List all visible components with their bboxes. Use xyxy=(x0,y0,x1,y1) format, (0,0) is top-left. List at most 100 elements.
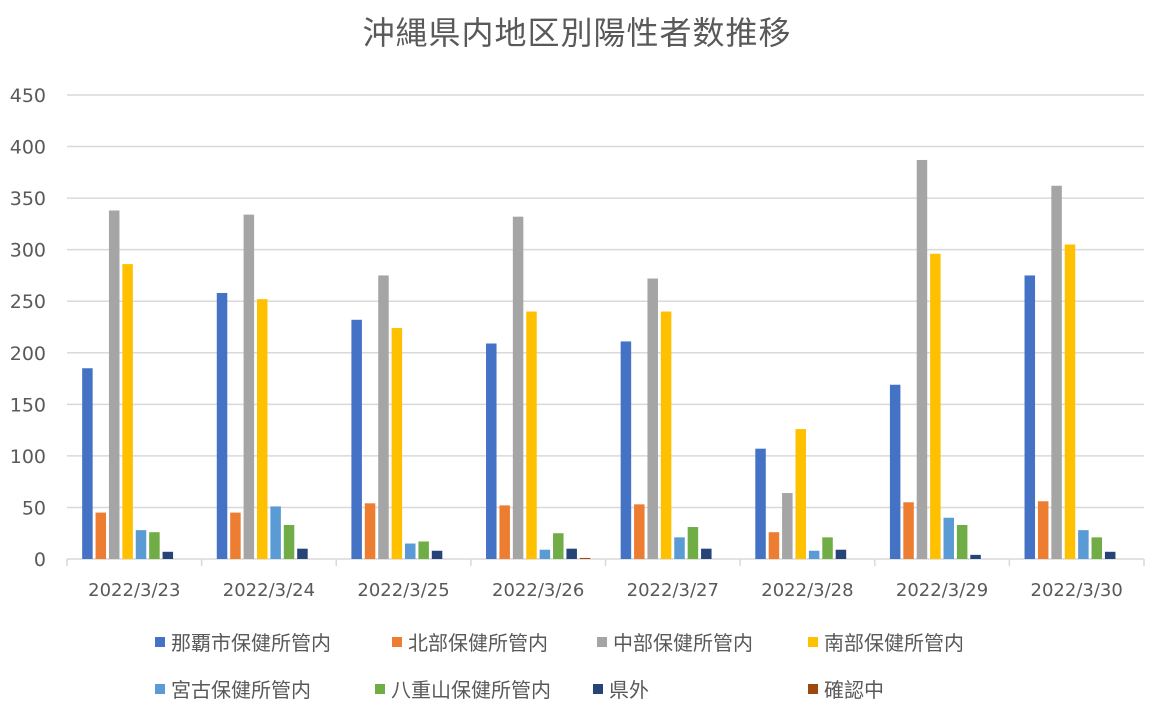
bar-6-2022/3/23 xyxy=(149,532,160,559)
legend-swatch xyxy=(593,683,603,694)
legend-label: 宮古保健所管内 xyxy=(171,678,311,702)
legend-label: 県外 xyxy=(609,678,649,702)
x-tick-label: 2022/3/29 xyxy=(896,580,988,601)
bar-1-2022/3/26 xyxy=(486,343,497,559)
legend-label: 確認中 xyxy=(824,678,884,702)
bar-6-2022/3/30 xyxy=(1091,537,1103,559)
legend-item: 八重山保健所管内 xyxy=(375,674,551,703)
y-tick-label: 300 xyxy=(10,240,46,262)
bar-6-2022/3/29 xyxy=(956,524,968,559)
bar-2-2022/3/25 xyxy=(364,503,376,559)
bar-5-2022/3/26 xyxy=(539,549,551,559)
x-tick-label: 2022/3/27 xyxy=(627,580,719,601)
y-tick-label: 150 xyxy=(10,394,46,416)
bar-5-2022/3/23 xyxy=(135,530,147,559)
x-tick-label: 2022/3/24 xyxy=(223,580,315,601)
legend-swatch xyxy=(597,636,607,647)
bar-7-2022/3/26 xyxy=(566,548,577,559)
bar-7-2022/3/29 xyxy=(970,554,981,559)
legend-item: 南部保健所管内 xyxy=(808,627,964,656)
legend-item: 県外 xyxy=(593,674,649,703)
legend-swatch xyxy=(375,683,385,694)
bar-2-2022/3/29 xyxy=(903,502,914,559)
legend-swatch xyxy=(392,636,402,647)
legend-swatch xyxy=(155,636,165,647)
legend-item: 那覇市保健所管内 xyxy=(155,627,331,656)
bar-7-2022/3/30 xyxy=(1104,551,1116,559)
x-tick-label: 2022/3/23 xyxy=(88,580,180,601)
bar-4-2022/3/24 xyxy=(256,299,268,559)
bar-4-2022/3/23 xyxy=(122,264,133,559)
y-tick-label: 350 xyxy=(10,188,46,210)
legend-swatch xyxy=(808,636,818,647)
bar-1-2022/3/23 xyxy=(82,368,93,559)
y-tick-label: 450 xyxy=(10,85,46,107)
bar-1-2022/3/25 xyxy=(351,319,362,559)
bar-3-2022/3/30 xyxy=(1051,185,1062,559)
legend-swatch xyxy=(155,683,165,694)
bar-3-2022/3/28 xyxy=(782,493,793,559)
bar-2-2022/3/30 xyxy=(1037,501,1049,559)
bar-6-2022/3/25 xyxy=(418,541,429,559)
y-tick-label: 200 xyxy=(10,343,46,365)
legend-item: 宮古保健所管内 xyxy=(155,674,311,703)
bar-4-2022/3/27 xyxy=(660,311,672,559)
bar-4-2022/3/25 xyxy=(391,328,403,559)
bar-6-2022/3/26 xyxy=(553,533,564,559)
legend-label: 南部保健所管内 xyxy=(824,631,964,655)
bar-4-2022/3/30 xyxy=(1064,244,1076,559)
bar-4-2022/3/26 xyxy=(526,311,537,559)
bar-2-2022/3/27 xyxy=(634,504,645,559)
legend-item: 中部保健所管内 xyxy=(597,627,753,656)
x-tick-label: 2022/3/26 xyxy=(492,580,584,601)
bar-3-2022/3/24 xyxy=(243,214,255,559)
bar-7-2022/3/23 xyxy=(162,551,174,559)
bar-5-2022/3/28 xyxy=(808,550,820,559)
bar-3-2022/3/26 xyxy=(512,216,524,559)
bar-2-2022/3/28 xyxy=(768,532,780,559)
legend-label: 北部保健所管内 xyxy=(408,631,548,655)
bar-5-2022/3/30 xyxy=(1078,530,1089,559)
y-tick-label: 400 xyxy=(10,137,46,159)
bar-7-2022/3/28 xyxy=(835,549,847,559)
bar-6-2022/3/27 xyxy=(687,527,699,559)
bar-5-2022/3/27 xyxy=(674,537,685,559)
bar-1-2022/3/28 xyxy=(755,448,766,559)
y-tick-label: 0 xyxy=(34,549,46,571)
x-tick-label: 2022/3/25 xyxy=(357,580,449,601)
bar-4-2022/3/28 xyxy=(795,429,806,559)
bar-3-2022/3/27 xyxy=(647,278,658,559)
bar-7-2022/3/25 xyxy=(431,550,443,559)
bar-4-2022/3/29 xyxy=(930,253,941,559)
bar-2-2022/3/26 xyxy=(499,505,510,559)
bar-1-2022/3/27 xyxy=(620,341,632,559)
bar-1-2022/3/24 xyxy=(216,292,228,559)
bar-5-2022/3/24 xyxy=(270,506,281,559)
bar-6-2022/3/28 xyxy=(822,537,833,559)
legend-label: 中部保健所管内 xyxy=(613,631,753,655)
bar-8-2022/3/26 xyxy=(579,557,591,559)
y-tick-label: 100 xyxy=(10,446,46,468)
chart-title: 沖縄県内地区別陽性者数推移 xyxy=(362,14,792,52)
bar-5-2022/3/25 xyxy=(405,543,416,559)
bar-3-2022/3/29 xyxy=(916,159,928,559)
bar-2-2022/3/24 xyxy=(230,512,241,559)
y-tick-label: 250 xyxy=(10,291,46,313)
bar-3-2022/3/23 xyxy=(108,210,120,560)
bar-1-2022/3/30 xyxy=(1024,275,1036,559)
bar-3-2022/3/25 xyxy=(378,275,389,559)
y-tick-label: 50 xyxy=(22,497,46,519)
legend-label: 那覇市保健所管内 xyxy=(171,631,331,655)
x-tick-label: 2022/3/28 xyxy=(761,580,853,601)
bar-6-2022/3/24 xyxy=(283,524,295,559)
bar-7-2022/3/24 xyxy=(297,548,308,559)
legend-item: 北部保健所管内 xyxy=(392,627,548,656)
legend-item: 確認中 xyxy=(808,674,884,703)
bar-7-2022/3/27 xyxy=(701,548,712,559)
bar-1-2022/3/29 xyxy=(889,384,901,559)
legend-label: 八重山保健所管内 xyxy=(391,678,551,702)
x-tick-label: 2022/3/30 xyxy=(1031,580,1123,601)
bar-5-2022/3/29 xyxy=(943,517,955,559)
